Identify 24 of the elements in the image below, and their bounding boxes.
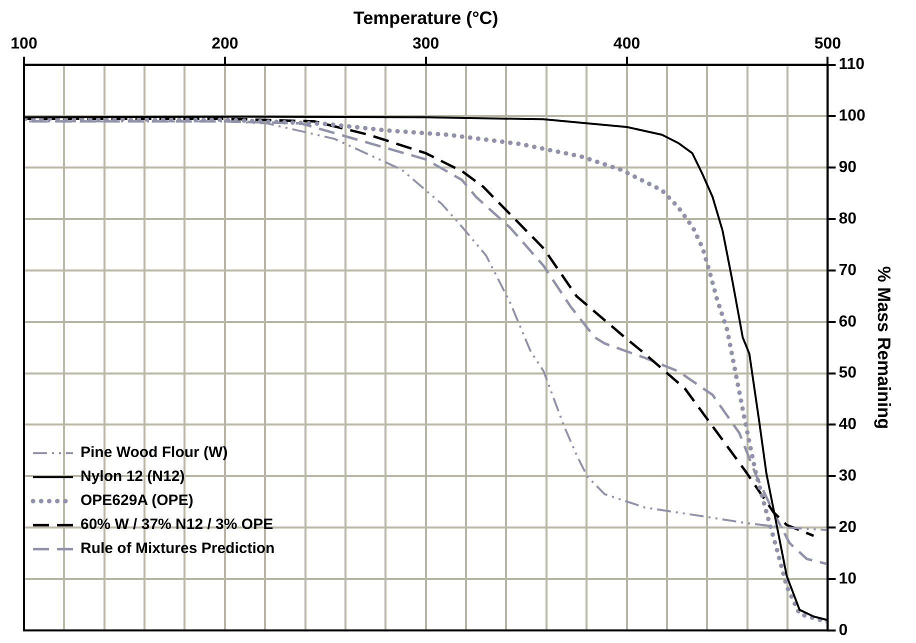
y-tick-label: 110 <box>838 56 865 74</box>
x-tick-label: 500 <box>814 36 842 53</box>
x-tick-label: 400 <box>613 36 640 53</box>
y-tick-label: 30 <box>838 468 857 485</box>
y-tick-label: 90 <box>838 159 857 176</box>
y-tick-label: 10 <box>838 570 857 588</box>
legend-label: Rule of Mixtures Prediction <box>80 540 275 558</box>
y-tick-label: 80 <box>838 210 857 228</box>
x-axis-title: Temperature (°C) <box>353 8 498 28</box>
y-tick-label: 50 <box>838 364 857 382</box>
legend-label: Nylon 12 (N12) <box>80 468 185 486</box>
y-tick-label: 40 <box>838 416 857 434</box>
y-tick-label: 60 <box>838 313 857 330</box>
y-tick-label: 100 <box>838 108 866 125</box>
y-tick-label: 0 <box>838 622 848 639</box>
y-tick-label: 20 <box>838 518 857 536</box>
x-tick-label: 200 <box>212 36 238 53</box>
x-tick-label: 100 <box>10 36 38 53</box>
y-axis-title: % Mass Remaining <box>874 266 894 430</box>
legend-label: Pine Wood Flour (W) <box>80 444 228 462</box>
x-tick-label: 300 <box>412 36 440 53</box>
legend-label: OPE629A (OPE) <box>80 492 194 510</box>
legend-label: 60% W / 37% N12 / 3% OPE <box>80 516 274 534</box>
y-tick-label: 70 <box>838 262 857 279</box>
